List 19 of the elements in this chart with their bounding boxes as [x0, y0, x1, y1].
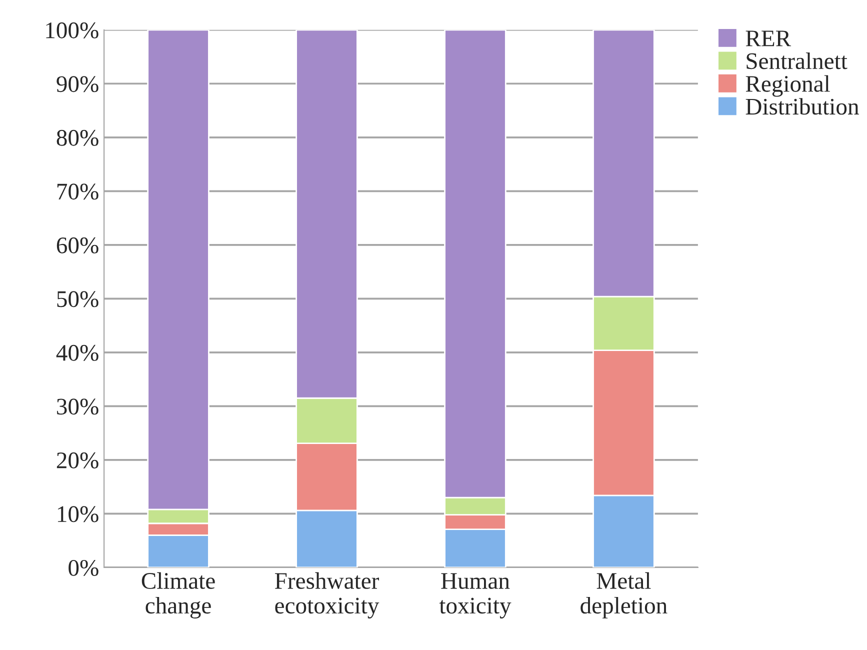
y-tick-label: 50%	[57, 291, 98, 308]
y-tick-label: 10%	[58, 506, 98, 522]
legend-label: Sentralnett	[746, 52, 848, 70]
y-tick-label: 70%	[57, 184, 98, 200]
legend-label: RER	[746, 30, 792, 46]
legend-label: Regional	[746, 75, 830, 97]
x-tick-label: Metal depletion	[580, 572, 668, 618]
y-tick-label: 90%	[56, 76, 98, 92]
y-tick-label: 40%	[56, 344, 98, 361]
y-tick-label: 60%	[56, 237, 98, 254]
y-tick-label: 80%	[56, 130, 98, 146]
y-tick-label: 0%	[68, 560, 98, 576]
x-tick-label: Freshwater ecotoxicity	[274, 572, 380, 618]
y-tick-label: 20%	[56, 452, 98, 468]
legend-label: Distribution	[746, 98, 859, 115]
y-tick-label: 100%	[46, 22, 98, 38]
x-tick-label: Human toxicity	[439, 573, 512, 618]
y-tick-label: 30%	[57, 398, 98, 415]
x-tick-label: Climate change	[142, 572, 215, 618]
